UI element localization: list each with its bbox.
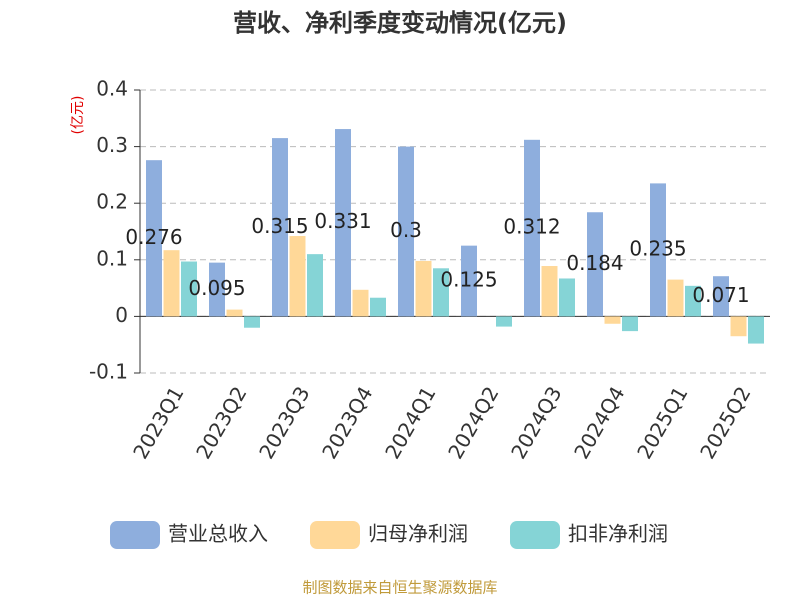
bar xyxy=(181,261,197,317)
bar xyxy=(415,260,432,317)
x-tick-label: 2023Q4 xyxy=(317,382,377,463)
bar xyxy=(587,212,603,317)
bar xyxy=(730,316,747,337)
bar xyxy=(748,316,764,344)
x-tick-label: 2024Q2 xyxy=(443,382,503,463)
bar xyxy=(650,183,666,317)
bar xyxy=(461,245,477,317)
bar xyxy=(524,139,540,317)
bar xyxy=(370,297,386,317)
y-tick-label: 0.3 xyxy=(96,133,128,157)
x-tick-label: 2025Q2 xyxy=(695,382,755,463)
legend-label: 归母净利润 xyxy=(368,522,468,546)
y-tick-label: 0.2 xyxy=(96,190,128,214)
legend-swatch xyxy=(510,521,560,549)
bar xyxy=(622,316,638,332)
bar xyxy=(209,262,225,317)
bar xyxy=(685,285,701,317)
x-tick-label: 2024Q4 xyxy=(569,382,629,463)
bar xyxy=(163,250,180,317)
bar xyxy=(146,160,162,317)
bar xyxy=(433,268,449,317)
data-label: 0.315 xyxy=(251,214,308,238)
data-label: 0.184 xyxy=(566,251,623,275)
bar xyxy=(289,236,306,317)
y-tick-label: 0 xyxy=(115,303,128,327)
x-tick-label: 2024Q3 xyxy=(506,382,566,463)
bar xyxy=(496,316,512,327)
data-label: 0.071 xyxy=(692,283,749,307)
legend-swatch xyxy=(310,521,360,549)
legend-label: 扣非净利润 xyxy=(568,522,668,546)
bar xyxy=(307,254,323,317)
x-tick-label: 2024Q1 xyxy=(380,382,440,463)
x-tick-label: 2023Q2 xyxy=(191,382,251,463)
x-tick-label: 2025Q1 xyxy=(632,382,692,463)
bar xyxy=(352,289,369,317)
data-label: 0.235 xyxy=(629,236,686,260)
bar xyxy=(244,316,260,328)
legend-label: 营业总收入 xyxy=(168,522,268,546)
y-tick-label: 0.4 xyxy=(96,77,128,101)
bar xyxy=(335,129,351,317)
x-tick-label: 2023Q1 xyxy=(128,382,188,463)
data-label: 0.3 xyxy=(390,218,422,242)
x-tick-label: 2023Q3 xyxy=(254,382,314,463)
data-label: 0.125 xyxy=(440,268,497,292)
bar xyxy=(667,279,684,317)
bar xyxy=(604,316,621,324)
data-label: 0.331 xyxy=(314,209,371,233)
bar xyxy=(226,309,243,317)
y-tick-label: 0.1 xyxy=(96,246,128,270)
bar xyxy=(398,146,414,317)
legend-swatch xyxy=(110,521,160,549)
y-tick-label: -0.1 xyxy=(89,360,128,384)
data-label: 0.095 xyxy=(188,276,245,300)
bar xyxy=(559,278,575,317)
bar xyxy=(713,276,729,317)
bar xyxy=(272,138,288,317)
source-note: 制图数据来自恒生聚源数据库 xyxy=(302,579,497,597)
bar xyxy=(541,266,558,317)
data-label: 0.276 xyxy=(125,225,182,249)
data-label: 0.312 xyxy=(503,215,560,239)
chart-title: 营收、净利季度变动情况(亿元) xyxy=(233,9,567,37)
y-axis-label: (亿元) xyxy=(70,96,86,135)
